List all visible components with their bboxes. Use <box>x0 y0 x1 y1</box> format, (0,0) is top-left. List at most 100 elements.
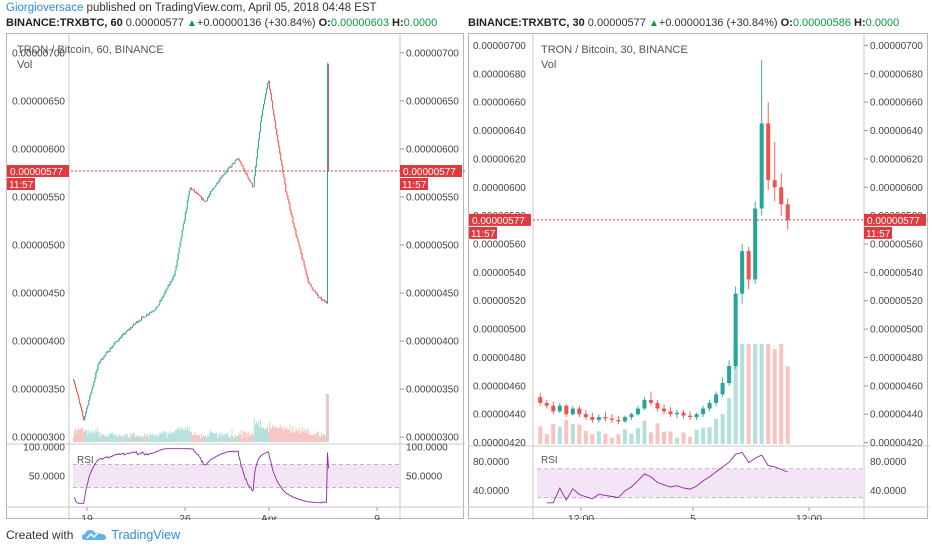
volume-bar <box>130 435 132 442</box>
rsi-tick-label-left: 80.0000 <box>473 457 510 468</box>
last-price-badge <box>400 165 462 178</box>
candle-body <box>675 412 680 415</box>
candle-body <box>570 408 575 415</box>
candle-body <box>196 193 198 195</box>
candle-body <box>616 419 621 422</box>
volume-bar <box>225 433 227 442</box>
volume-bar <box>189 432 191 442</box>
candle-body <box>538 397 543 403</box>
candle-body <box>78 394 80 400</box>
y-tick-label-left: 0.00000440 <box>473 410 526 421</box>
volume-bar <box>80 428 82 442</box>
rsi-tick-label: 100.0000 <box>406 443 448 454</box>
right-price: 0.00000577 <box>587 17 646 29</box>
candle-body <box>190 187 192 190</box>
candle-body <box>267 83 269 89</box>
volume-bar <box>151 434 153 442</box>
volume-bar <box>681 432 686 444</box>
volume-bar <box>147 435 149 442</box>
candle-body <box>80 403 82 408</box>
candle-body <box>135 321 137 324</box>
left-price: 0.00000577 <box>125 17 184 29</box>
volume-bar <box>157 437 159 442</box>
candle-body <box>590 417 595 420</box>
volume-bar <box>100 432 102 442</box>
tradingview-link[interactable]: TradingView <box>111 528 181 542</box>
candle-body <box>139 320 141 322</box>
volume-bar <box>297 430 299 442</box>
y-tick-label-left: 0.00000550 <box>12 192 65 203</box>
volume-bar <box>283 431 285 442</box>
volume-bar <box>182 429 184 442</box>
volume-bar <box>90 433 92 442</box>
volume-bar <box>244 432 246 442</box>
volume-bar <box>275 426 277 442</box>
candle-body <box>216 182 218 186</box>
candle-body <box>132 323 134 326</box>
volume-bar <box>292 425 294 442</box>
candle-body <box>179 241 181 248</box>
volume-bar <box>97 427 99 442</box>
volume-bar <box>252 435 254 442</box>
volume-bar <box>210 430 212 442</box>
candle-body <box>727 365 732 384</box>
candle-body <box>740 251 745 294</box>
candle-body <box>276 128 278 136</box>
volume-bar <box>133 433 135 442</box>
y-tick-label: 0.00000500 <box>406 241 459 252</box>
candle-body <box>258 131 260 140</box>
volume-bar <box>281 428 283 442</box>
right-chart-panel[interactable]: 0.00000700 0.00000700 0.00000680 0.00000680… <box>468 33 929 520</box>
volume-bar <box>87 434 89 442</box>
volume-bar <box>82 426 84 442</box>
left-chart-panel[interactable]: 0.00000700 0.00000700 0.00000650 0.00000650… <box>6 33 465 520</box>
author-link[interactable]: Giorgioversace <box>6 2 84 14</box>
volume-bar <box>551 423 556 444</box>
volume-bar <box>84 429 86 442</box>
volume-bar <box>154 436 156 442</box>
y-tick-label-left: 0.00000600 <box>473 183 526 194</box>
y-tick-label-left: 0.00000350 <box>12 385 65 396</box>
tradingview-cloud-icon <box>82 530 107 540</box>
volume-bar <box>122 436 124 442</box>
volume-bar <box>129 432 131 442</box>
candle-body <box>108 351 110 353</box>
candle-body <box>301 253 303 259</box>
right-volume-label: Vol <box>541 59 557 71</box>
right-chart-svg[interactable]: 0.00000700 0.00000700 0.00000680 0.00000680… <box>469 34 929 520</box>
volume-bar <box>240 430 242 442</box>
y-tick-label-left: 0.00000540 <box>473 268 526 279</box>
volume-bar <box>140 437 142 442</box>
y-tick-label-left: 0.00000500 <box>12 241 65 252</box>
volume-bar <box>119 436 121 442</box>
candle-body <box>230 166 232 168</box>
volume-bar <box>113 435 115 442</box>
volume-bar <box>707 427 712 444</box>
candle-body <box>320 297 322 301</box>
right-h-value: 0.0000 <box>865 17 900 29</box>
candle-body <box>688 415 693 418</box>
volume-bar <box>577 424 582 444</box>
left-chart-svg[interactable]: 0.00000700 0.00000700 0.00000650 0.00000650… <box>7 34 465 520</box>
candle-body <box>84 416 86 421</box>
volume-bar <box>629 433 634 444</box>
volume-bar <box>164 431 166 442</box>
candle-body <box>239 161 241 163</box>
candle-body <box>73 379 75 381</box>
volume-bar <box>303 428 305 442</box>
volume-bar <box>655 423 660 444</box>
volume-bar <box>753 344 758 444</box>
candle-body <box>297 238 299 242</box>
volume-bar <box>557 427 562 444</box>
candle-body <box>197 193 199 195</box>
volume-bar <box>327 394 329 442</box>
candle-body <box>270 89 272 94</box>
candle-body <box>281 159 283 166</box>
volume-bar <box>323 433 325 442</box>
volume-bar <box>238 432 240 442</box>
candle-body <box>153 310 155 312</box>
volume-bar <box>155 434 157 442</box>
volume-bar <box>324 435 326 442</box>
right-chart-title: TRON / Bitcoin, 30, BINANCE <box>541 44 688 56</box>
last-price-label: 0.00000577 <box>10 167 63 178</box>
